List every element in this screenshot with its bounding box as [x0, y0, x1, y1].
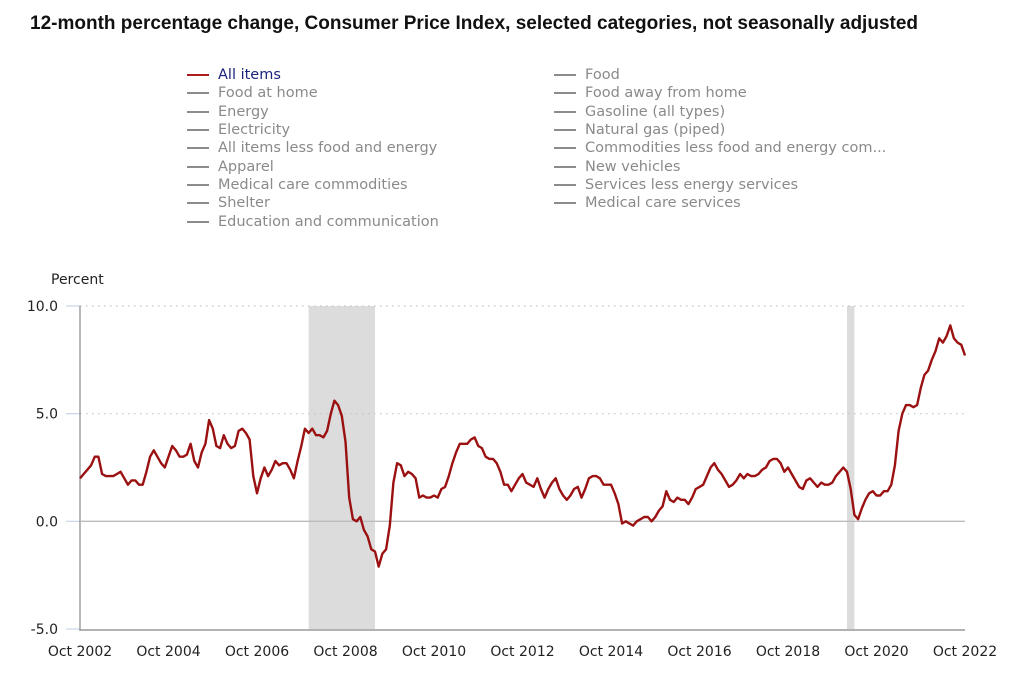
- chart-title: 12-month percentage change, Consumer Pri…: [30, 13, 919, 34]
- x-tick-label: Oct 2018: [756, 644, 820, 660]
- legend-item[interactable]: All items less food and energy: [187, 139, 439, 157]
- x-tick-label: Oct 2004: [136, 644, 200, 660]
- legend-item[interactable]: Medical care services: [554, 194, 886, 212]
- legend-label: Electricity: [218, 122, 291, 139]
- legend-item[interactable]: Medical care commodities: [187, 176, 439, 194]
- legend-label: Medical care commodities: [218, 176, 408, 193]
- legend-label: Apparel: [218, 158, 274, 175]
- legend-label: Food away from home: [585, 85, 747, 102]
- recession-shade: [847, 306, 855, 629]
- legend-column-1: All items Food at home Energy Electricit…: [187, 66, 439, 231]
- legend-label: Commodities less food and energy com...: [585, 140, 887, 157]
- legend-item[interactable]: Energy: [187, 103, 439, 121]
- legend-label: Gasoline (all types): [585, 103, 726, 120]
- legend-item[interactable]: Food away from home: [554, 84, 886, 102]
- legend-item[interactable]: Education and communication: [187, 212, 439, 230]
- legend-label: Shelter: [218, 195, 270, 212]
- x-tick-label: Oct 2012: [490, 644, 554, 660]
- legend-item[interactable]: Food at home: [187, 84, 439, 102]
- x-ticks-group: Oct 2002 Oct 2004 Oct 2006 Oct 2008 Oct 2010…: [48, 644, 997, 660]
- legend-line-icon: [187, 202, 209, 205]
- legend-item[interactable]: Commodities less food and energy com...: [554, 139, 886, 157]
- legend-item[interactable]: All items: [187, 66, 439, 84]
- legend-line-icon: [554, 92, 576, 95]
- legend-line-icon: [187, 129, 209, 132]
- legend-line-icon: [554, 147, 576, 150]
- legend-line-icon: [187, 147, 209, 150]
- legend-item[interactable]: Gasoline (all types): [554, 103, 886, 121]
- legend-item[interactable]: Natural gas (piped): [554, 121, 886, 139]
- legend-line-icon: [554, 165, 576, 168]
- legend-column-2: Food Food away from home Gasoline (all t…: [554, 66, 886, 212]
- legend-line-icon: [187, 92, 209, 95]
- y-tick-label: 5.0: [36, 407, 58, 423]
- legend-item[interactable]: Food: [554, 66, 886, 84]
- legend-label: Food at home: [218, 85, 318, 102]
- legend-label: All items: [218, 67, 281, 84]
- legend-line-icon: [554, 202, 576, 205]
- x-tick-label: Oct 2008: [313, 644, 377, 660]
- gridlines-group: [80, 305, 965, 415]
- x-tick-label: Oct 2020: [844, 644, 908, 660]
- legend-label: Education and communication: [218, 213, 439, 230]
- recession-shade: [308, 306, 375, 629]
- y-tick-label: 0.0: [36, 514, 58, 530]
- x-tick-label: Oct 2022: [933, 644, 997, 660]
- legend-line-icon: [187, 183, 209, 186]
- x-tick-label: Oct 2014: [579, 644, 643, 660]
- legend-line-icon: [187, 74, 209, 77]
- legend-item[interactable]: Apparel: [187, 157, 439, 175]
- legend-label: Natural gas (piped): [585, 122, 726, 139]
- legend-line-icon: [554, 183, 576, 186]
- y-tick-label: -5.0: [31, 622, 58, 638]
- legend-line-icon: [554, 129, 576, 132]
- y-axis-label: Percent: [51, 272, 104, 288]
- legend-label: Services less energy services: [585, 176, 799, 193]
- x-tick-label: Oct 2006: [225, 644, 289, 660]
- legend-label: All items less food and energy: [218, 140, 438, 157]
- legend-label: Medical care services: [585, 195, 741, 212]
- legend-label: Energy: [218, 103, 269, 120]
- legend-line-icon: [554, 110, 576, 113]
- legend-label: New vehicles: [585, 158, 681, 175]
- legend-line-icon: [187, 110, 209, 113]
- y-ticks-group: 10.0 5.0 0.0 -5.0: [27, 299, 80, 638]
- legend-item[interactable]: Electricity: [187, 121, 439, 139]
- x-tick-label: Oct 2010: [402, 644, 466, 660]
- x-tick-label: Oct 2016: [667, 644, 731, 660]
- legend-item[interactable]: Services less energy services: [554, 176, 886, 194]
- x-tick-label: Oct 2002: [48, 644, 112, 660]
- series-line-all-items[interactable]: [79, 324, 967, 568]
- y-tick-label: 10.0: [27, 299, 58, 315]
- legend-line-icon: [554, 74, 576, 77]
- legend-line-icon: [187, 220, 209, 223]
- recession-shading-group: [308, 306, 855, 629]
- legend-line-icon: [187, 165, 209, 168]
- legend-item[interactable]: New vehicles: [554, 157, 886, 175]
- legend-item[interactable]: Shelter: [187, 194, 439, 212]
- legend-label: Food: [585, 67, 620, 84]
